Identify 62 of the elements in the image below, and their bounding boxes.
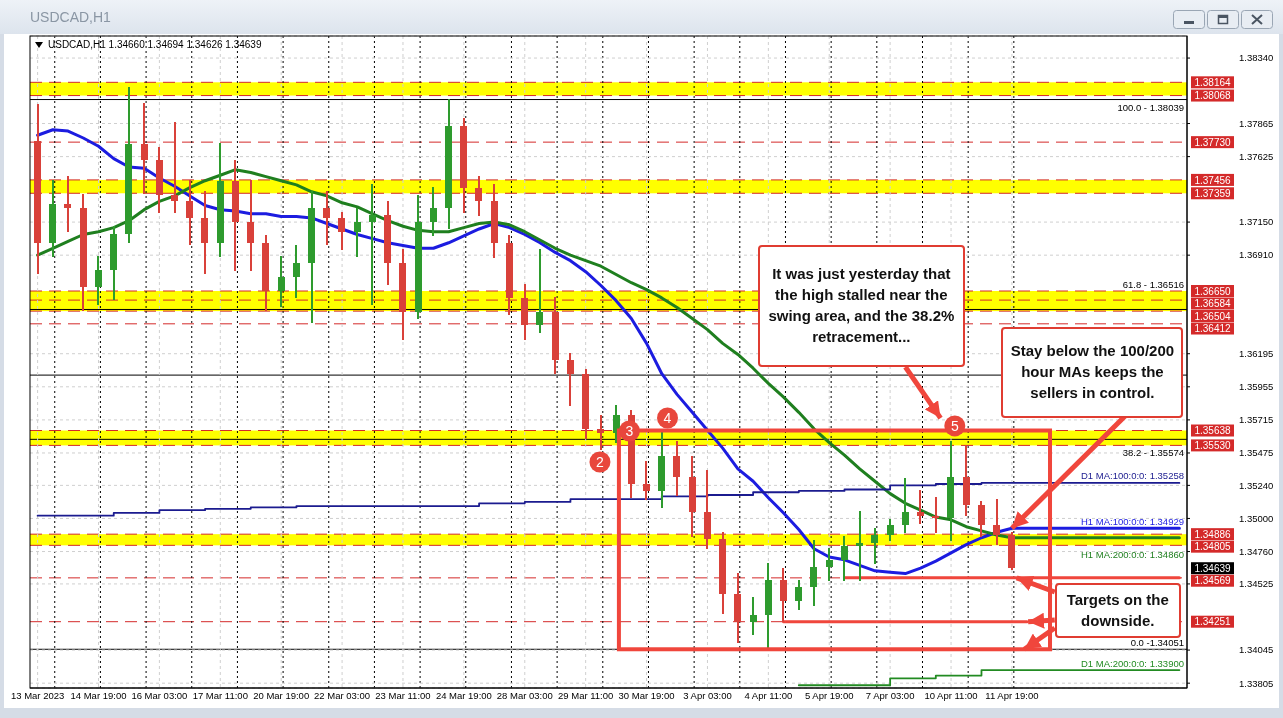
ref-line-label: 1.37456 [1194, 174, 1232, 186]
x-tick-label: 14 Mar 19:00 [70, 690, 127, 702]
annotation: 4 [663, 410, 672, 427]
x-tick-label: 17 Mar 11:00 [192, 690, 248, 702]
annotation: 38.2 - 1.35574 [1122, 447, 1184, 459]
ref-line-label: 1.35638 [1194, 425, 1232, 437]
x-tick-label: 30 Mar 19:00 [618, 690, 675, 702]
ref-line-label: 1.37359 [1194, 187, 1232, 199]
y-tick-label: 1.35715 [1239, 414, 1274, 426]
annotation: 3 [625, 422, 634, 439]
y-tick-label: 1.37865 [1239, 117, 1274, 129]
y-tick-label: 1.34045 [1239, 644, 1274, 656]
series-label: H1 MA:200:0:0: 1.34860 [1081, 548, 1184, 560]
annotation: 5 [950, 417, 959, 434]
x-tick-label: 4 Apr 11:00 [744, 690, 793, 702]
ref-line-label: 1.38068 [1194, 90, 1232, 102]
y-tick-label: 1.35475 [1239, 447, 1274, 459]
ref-line-label: 1.37730 [1194, 136, 1232, 148]
ref-line-label: 1.36584 [1194, 298, 1232, 310]
annotation: 0.0 -1.34051 [1130, 637, 1184, 649]
y-tick-label: 1.36910 [1239, 249, 1274, 261]
series-label: D1 MA:200:0:0: 1.33900 [1081, 657, 1184, 669]
y-tick-label: 1.36195 [1239, 348, 1274, 360]
chart-title: USDCAD,H1 [30, 9, 111, 25]
x-tick-label: 20 Mar 19:00 [253, 690, 310, 702]
ref-line-label: 1.36412 [1194, 323, 1232, 335]
ref-line-label: 1.34251 [1194, 616, 1232, 628]
x-tick-label: 5 Apr 19:00 [804, 690, 854, 702]
y-tick-label: 1.35000 [1239, 512, 1274, 524]
x-tick-label: 28 Mar 03:00 [496, 690, 553, 702]
x-tick-label: 13 Mar 2023 [10, 690, 65, 702]
x-tick-label: 24 Mar 19:00 [435, 690, 492, 702]
ref-line-label: 1.34805 [1194, 541, 1232, 553]
x-tick-label: 10 Apr 11:00 [924, 690, 978, 702]
ref-line-label: 1.36504 [1194, 310, 1232, 322]
y-tick-label: 1.33805 [1239, 677, 1274, 689]
annotation: 2 [596, 454, 605, 471]
y-tick-label: 1.37150 [1239, 216, 1274, 228]
ref-line-label: 1.34569 [1194, 575, 1232, 587]
x-tick-label: 11 Apr 19:00 [985, 690, 1039, 702]
series-label: D1 MA:100:0:0: 1.35258 [1081, 470, 1184, 482]
y-tick-label: 1.37625 [1239, 150, 1274, 162]
y-tick-label: 1.38340 [1239, 52, 1274, 64]
ref-line-label: 1.38164 [1194, 76, 1232, 88]
ref-line-label: 1.35530 [1194, 440, 1232, 451]
ref-line-label: 1.34886 [1194, 528, 1232, 540]
x-tick-label: 16 Mar 03:00 [131, 690, 188, 702]
x-tick-label: 7 Apr 03:00 [865, 690, 915, 702]
annotation: 61.8 - 1.36516 [1122, 278, 1184, 290]
series-label: H1 MA:100:0:0: 1.34929 [1081, 515, 1184, 527]
x-tick-label: 22 Mar 03:00 [314, 690, 371, 702]
annotation: 100.0 - 1.38039 [1117, 102, 1184, 114]
y-tick-label: 1.35955 [1239, 381, 1274, 393]
chart-subtitle: USDCAD,H1 1.34660 1.34694 1.34626 1.34639 [48, 39, 262, 50]
x-tick-label: 23 Mar 11:00 [375, 690, 431, 702]
text: 1.34639 [1194, 562, 1232, 574]
y-tick-label: 1.34525 [1239, 578, 1274, 590]
x-tick-label: 3 Apr 03:00 [683, 690, 732, 702]
x-tick-label: 29 Mar 11:00 [558, 690, 614, 702]
y-tick-label: 1.35240 [1239, 479, 1274, 491]
y-tick-label: 1.34760 [1239, 545, 1274, 557]
ref-line-label: 1.36650 [1194, 285, 1232, 297]
